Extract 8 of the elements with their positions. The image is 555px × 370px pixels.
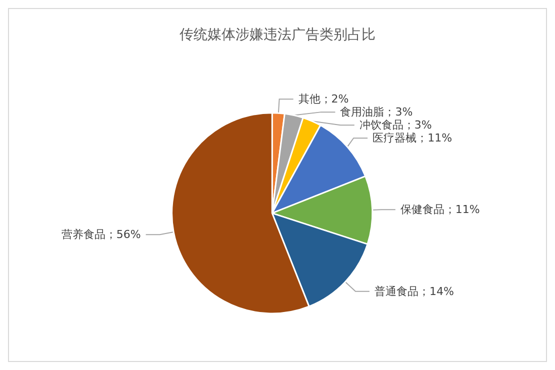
- slice-label: 食用油脂；3%: [340, 106, 413, 119]
- slice-label: 保健食品；11%: [400, 203, 480, 216]
- slice-label: 营养食品；56%: [61, 228, 141, 242]
- slice-label: 其他；2%: [298, 92, 349, 106]
- slice-label: 医疗器械；11%: [372, 132, 452, 145]
- slice-label: 普通食品；14%: [374, 284, 454, 298]
- slice-label: 冲饮食品；3%: [359, 118, 432, 132]
- chart-title: 传统媒体涉嫌违法广告类别占比: [180, 27, 376, 43]
